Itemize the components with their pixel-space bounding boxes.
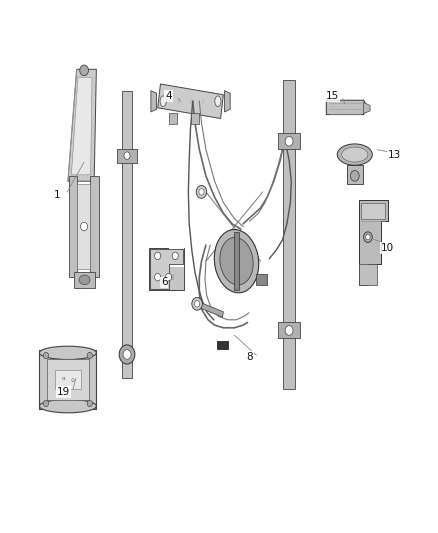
- Text: 19: 19: [57, 387, 70, 397]
- Circle shape: [87, 400, 92, 407]
- Text: 4: 4: [165, 91, 172, 101]
- Circle shape: [350, 171, 359, 181]
- Polygon shape: [150, 249, 183, 289]
- Polygon shape: [359, 264, 377, 285]
- Circle shape: [194, 301, 200, 307]
- Polygon shape: [77, 184, 90, 269]
- Text: 15: 15: [326, 91, 339, 101]
- Polygon shape: [158, 84, 223, 118]
- Polygon shape: [224, 91, 230, 112]
- Ellipse shape: [220, 237, 253, 285]
- Text: 6: 6: [161, 278, 168, 287]
- Polygon shape: [74, 272, 95, 288]
- Polygon shape: [149, 248, 184, 290]
- Polygon shape: [55, 370, 81, 389]
- Ellipse shape: [337, 144, 372, 165]
- Circle shape: [285, 136, 293, 146]
- Polygon shape: [196, 301, 223, 317]
- Polygon shape: [359, 200, 388, 285]
- Polygon shape: [283, 80, 295, 389]
- Circle shape: [285, 326, 293, 335]
- Polygon shape: [234, 232, 239, 290]
- Polygon shape: [256, 274, 267, 285]
- Text: α: α: [62, 376, 65, 381]
- Polygon shape: [47, 359, 89, 400]
- Polygon shape: [117, 149, 137, 163]
- Circle shape: [366, 235, 370, 240]
- Circle shape: [155, 252, 161, 260]
- Circle shape: [87, 352, 92, 359]
- Circle shape: [166, 273, 172, 281]
- Polygon shape: [90, 176, 99, 277]
- Polygon shape: [71, 77, 92, 175]
- Ellipse shape: [39, 400, 96, 413]
- Ellipse shape: [214, 230, 259, 293]
- Text: 13: 13: [388, 150, 401, 159]
- Polygon shape: [278, 133, 300, 149]
- Circle shape: [155, 273, 161, 281]
- Circle shape: [192, 297, 202, 310]
- Circle shape: [364, 232, 372, 243]
- Polygon shape: [191, 113, 199, 124]
- Polygon shape: [217, 341, 228, 349]
- Polygon shape: [169, 113, 177, 124]
- Circle shape: [172, 252, 178, 260]
- Circle shape: [124, 152, 130, 159]
- Polygon shape: [69, 176, 77, 277]
- Circle shape: [43, 400, 49, 407]
- Circle shape: [123, 350, 131, 359]
- Polygon shape: [68, 69, 96, 181]
- Ellipse shape: [160, 96, 166, 107]
- Polygon shape: [169, 248, 184, 266]
- Text: ⊙: ⊙: [71, 378, 75, 383]
- Text: 8: 8: [246, 352, 253, 362]
- Polygon shape: [361, 203, 385, 219]
- Circle shape: [81, 222, 88, 231]
- Polygon shape: [347, 165, 363, 184]
- Ellipse shape: [79, 275, 90, 285]
- Circle shape: [43, 352, 49, 359]
- Polygon shape: [278, 322, 300, 338]
- Circle shape: [119, 345, 135, 364]
- Ellipse shape: [39, 346, 96, 359]
- Ellipse shape: [215, 96, 221, 107]
- Polygon shape: [39, 350, 96, 409]
- Text: 1: 1: [53, 190, 60, 199]
- Polygon shape: [151, 91, 156, 112]
- Polygon shape: [364, 102, 370, 114]
- Circle shape: [80, 65, 88, 76]
- Ellipse shape: [342, 147, 368, 162]
- Text: 10: 10: [381, 243, 394, 253]
- Circle shape: [196, 185, 207, 198]
- Polygon shape: [122, 91, 132, 378]
- Circle shape: [199, 189, 204, 195]
- Polygon shape: [326, 100, 368, 115]
